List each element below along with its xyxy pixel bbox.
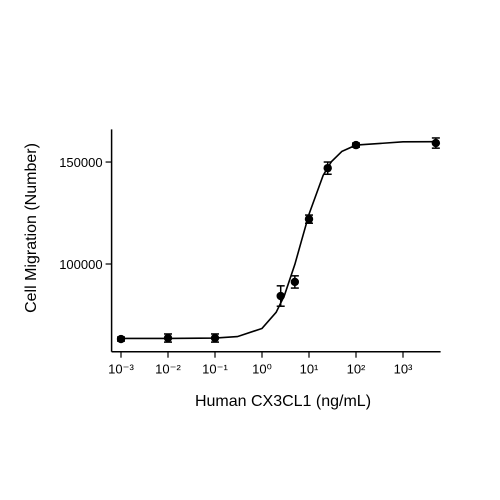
x-tick-label: 10⁻² [155,362,181,377]
x-tick-label: 10³ [394,362,413,377]
x-tick-label: 10¹ [300,362,319,377]
x-tick-label: 10² [347,362,366,377]
point [431,138,441,148]
y-axis-label: Cell Migration (Number) [23,143,40,313]
point [290,277,300,287]
x-axis-label: Human CX3CL1 (ng/mL) [195,393,371,410]
x-tick-label: 10⁻³ [108,362,134,377]
point [116,334,126,344]
x-tick-label: 10⁰ [252,362,272,377]
fit-curve [121,140,436,340]
y-tick-label: 150000 [59,155,102,170]
y-tick-label: 100000 [59,257,102,272]
x-tick-label: 10⁻¹ [202,362,228,377]
